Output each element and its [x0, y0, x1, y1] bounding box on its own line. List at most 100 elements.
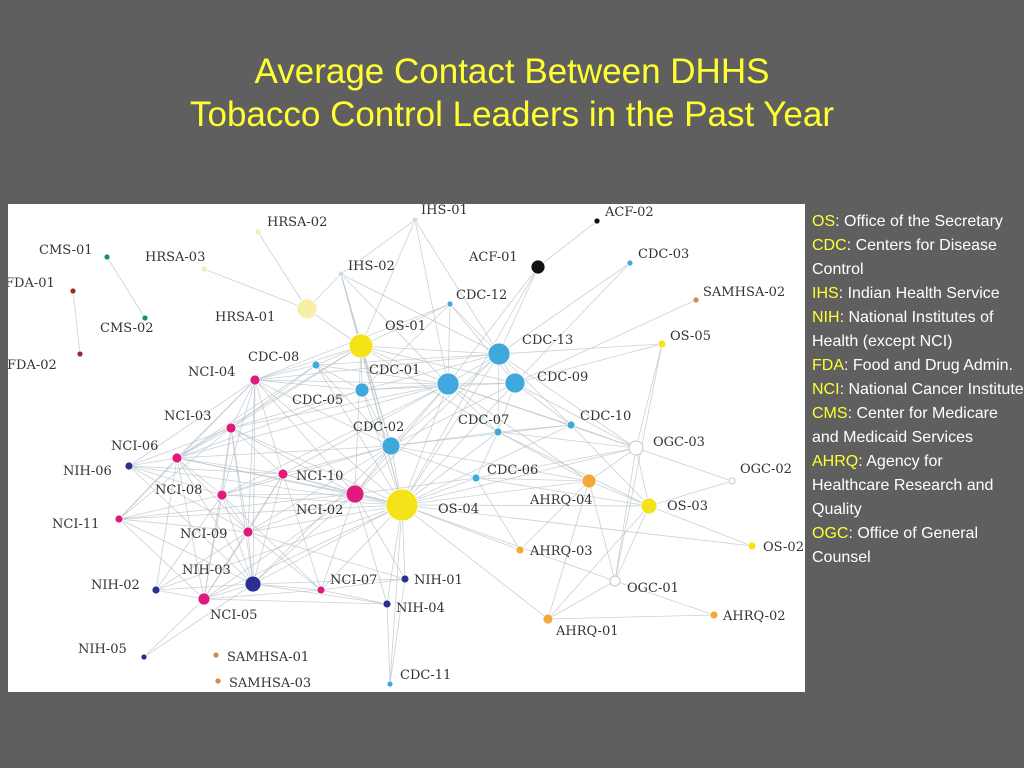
- edge: [176, 445, 392, 459]
- edge: [475, 477, 521, 551]
- node-acf-01: [530, 259, 546, 275]
- edge: [257, 231, 308, 310]
- edge: [401, 353, 500, 506]
- node-cdc-02: [381, 436, 401, 456]
- edge: [475, 477, 590, 482]
- node-ogc-02: [728, 477, 736, 485]
- edge: [203, 268, 308, 310]
- node-label-os-03: OS-03: [667, 499, 708, 514]
- edge: [401, 447, 637, 506]
- node-label-hrsa-03: HRSA-03: [145, 250, 205, 265]
- edge: [176, 457, 249, 533]
- node-label-cdc-06: CDC-06: [487, 463, 538, 478]
- node-cdc-01: [436, 372, 460, 396]
- node-label-samhsa-02: SAMHSA-02: [703, 285, 785, 300]
- node-label-nci-06: NCI-06: [111, 439, 158, 454]
- edge: [588, 480, 616, 582]
- node-ihs-01: [411, 216, 419, 224]
- edge: [315, 364, 449, 385]
- node-cdc-07: [493, 427, 503, 437]
- node-label-samhsa-01: SAMHSA-01: [227, 650, 309, 665]
- edge: [447, 383, 499, 433]
- legend-description: : National Cancer Institute: [839, 381, 1024, 398]
- node-label-cms-01: CMS-01: [39, 243, 93, 258]
- edge: [401, 504, 549, 620]
- node-label-nih-05: NIH-05: [78, 642, 127, 657]
- edge: [449, 303, 500, 355]
- edge: [247, 531, 406, 580]
- edge: [360, 345, 392, 447]
- node-os-02: [747, 541, 757, 551]
- edge: [475, 477, 650, 507]
- edge: [497, 431, 637, 449]
- legend-entry-os: OS: Office of the Secretary: [812, 210, 1024, 234]
- node-cms-01: [103, 253, 111, 261]
- edge: [648, 480, 733, 507]
- edge: [252, 445, 392, 585]
- legend-entry-fda: FDA: Food and Drug Admin.: [812, 354, 1024, 378]
- node-label-nih-04: NIH-04: [396, 601, 445, 616]
- edge: [570, 424, 650, 507]
- edge: [497, 431, 650, 507]
- title-line-2: Tobacco Control Leaders in the Past Year: [189, 95, 835, 134]
- edge: [315, 364, 363, 391]
- node-fda-01: [69, 287, 77, 295]
- node-hrsa-01: [296, 298, 318, 320]
- node-label-ahrq-02: AHRQ-02: [722, 609, 786, 624]
- node-label-cdc-12: CDC-12: [456, 288, 507, 303]
- edge: [118, 518, 254, 585]
- legend-abbr: IHS: [812, 285, 839, 302]
- edge: [547, 614, 715, 620]
- edge: [519, 480, 590, 551]
- edge: [254, 379, 363, 391]
- node-label-nih-02: NIH-02: [91, 578, 140, 593]
- edge: [354, 345, 362, 495]
- edge: [414, 219, 449, 385]
- edge: [514, 343, 663, 384]
- node-label-cms-02: CMS-02: [100, 321, 154, 336]
- edge: [221, 473, 284, 496]
- edge: [360, 303, 451, 347]
- edge: [203, 494, 223, 600]
- edge: [252, 473, 284, 585]
- edge: [498, 343, 663, 355]
- edge: [247, 493, 356, 533]
- edge: [282, 383, 449, 475]
- node-cdc-13: [487, 342, 511, 366]
- node-ogc-01: [609, 575, 621, 587]
- edge: [390, 445, 477, 479]
- node-label-cdc-13: CDC-13: [522, 333, 573, 348]
- edge: [254, 379, 284, 475]
- edge: [390, 382, 516, 447]
- legend-entry-cdc: CDC: Centers for Disease Control: [812, 234, 1024, 282]
- legend-description: : Food and Drug Admin.: [844, 357, 1013, 374]
- edge: [475, 447, 637, 479]
- node-acf-02: [593, 217, 601, 225]
- legend-description: : Centers for Disease Control: [812, 237, 997, 278]
- edge: [203, 598, 388, 605]
- edge: [203, 531, 249, 600]
- node-label-nih-03: NIH-03: [182, 563, 231, 578]
- edge: [315, 364, 392, 447]
- node-ahrq-04: [581, 473, 597, 489]
- edge: [475, 431, 499, 479]
- legend-entry-ogc: OGC: Office of General Counsel: [812, 522, 1024, 570]
- node-label-cdc-09: CDC-09: [537, 370, 588, 385]
- edge: [252, 578, 406, 585]
- edge: [254, 379, 356, 495]
- edge: [247, 379, 256, 533]
- edge: [514, 262, 631, 384]
- edge: [315, 353, 500, 366]
- label-layer: HRSA-02 HRSA-03 HRSA-01 IHS-01 IHS-02 ACF-02 A…: [8, 204, 804, 691]
- edge: [282, 445, 392, 475]
- node-ahrq-01: [542, 613, 554, 625]
- node-os-05: [657, 339, 667, 349]
- edge: [143, 583, 254, 658]
- edge: [497, 353, 500, 433]
- node-nci-08: [216, 489, 228, 501]
- edge: [247, 445, 392, 533]
- edge: [72, 290, 81, 355]
- edge: [614, 580, 715, 616]
- node-nci-03: [225, 422, 237, 434]
- edge: [401, 382, 516, 506]
